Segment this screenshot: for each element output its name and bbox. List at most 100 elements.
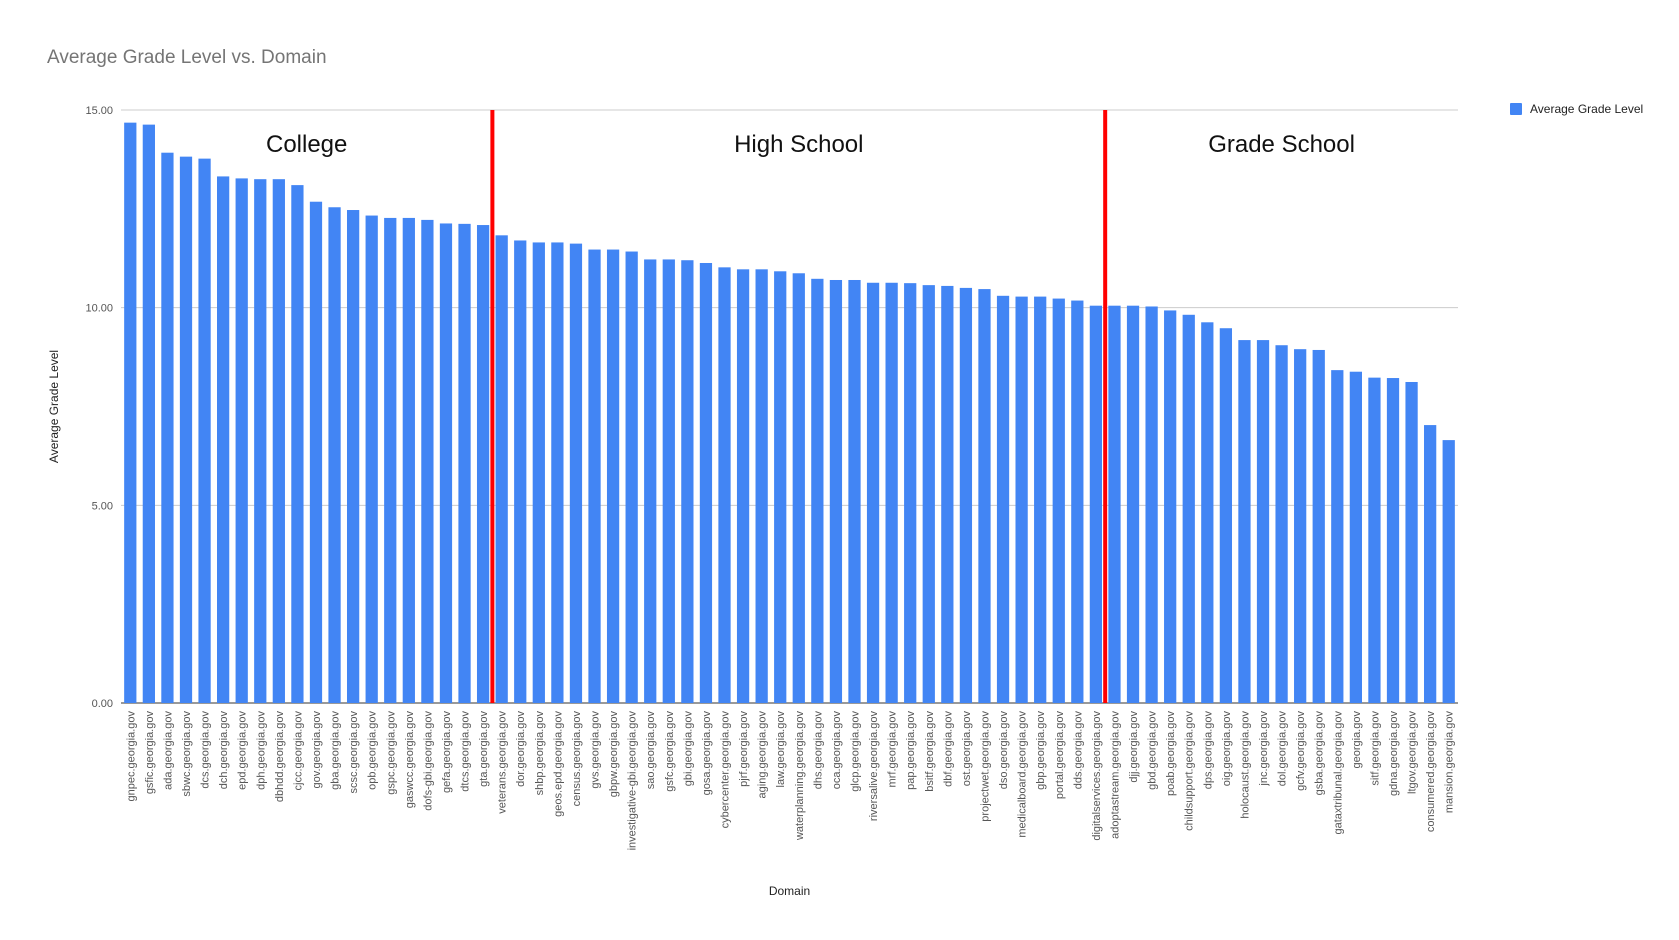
bar [1331,370,1344,703]
x-tick-label: digitalservices.georgia.gov [1091,711,1103,841]
x-tick-label: childsupport.georgia.gov [1184,711,1196,831]
y-axis-label: Average Grade Level [47,350,61,463]
bar [959,287,973,703]
bar [1052,298,1065,703]
x-tick-label: dofs-gbi.georgia.gov [422,711,434,811]
x-tick-label: gov.georgia.gov [311,711,323,789]
bar [978,289,991,703]
x-tick-label: dor.georgia.gov [515,711,527,787]
x-tick-label: projectwet.georgia.gov [979,711,991,822]
bar [1108,305,1121,703]
bar [681,260,694,703]
x-tick-label: ada.georgia.gov [162,711,174,790]
bar [736,269,750,703]
x-tick-label: dds.georgia.gov [1072,711,1084,790]
x-tick-label: geos.epd.georgia.gov [552,711,564,817]
bar [532,242,545,704]
gridlines [121,109,1458,704]
x-tick-label: mrf.georgia.gov [887,711,899,788]
bar [458,223,471,703]
x-tick-label: gefa.georgia.gov [441,711,453,793]
x-tick-label: dbhdd.georgia.gov [274,711,286,803]
bar [346,210,360,703]
x-tick-label: investigative-gbi.georgia.gov [627,711,639,851]
bar [1275,345,1288,703]
x-tick-label: dps.georgia.gov [1202,711,1214,790]
x-tick-label: dph.georgia.gov [255,711,267,790]
bar [644,259,657,703]
bar [774,271,787,703]
bar [235,178,248,703]
x-tick-label: gba.georgia.gov [330,711,342,790]
bar [1312,349,1325,703]
y-tick-label: 0.00 [92,698,113,710]
bar [904,283,917,703]
x-tick-label: gspc.georgia.gov [385,711,397,795]
bar [1164,310,1177,703]
bar [291,185,304,703]
bar [1089,305,1103,703]
bar [328,207,341,703]
bar [606,249,620,703]
x-tick-label: census.georgia.gov [571,711,583,807]
bar [365,215,378,703]
x-tick-label: glcp.georgia.gov [849,711,861,792]
x-axis-label: Domain [769,884,810,898]
x-tick-label: portal.georgia.gov [1054,711,1066,800]
bar [1424,425,1437,703]
x-tick-label: ost.georgia.gov [961,711,973,787]
x-tick-label: epd.georgia.gov [237,711,249,790]
section-dividers [490,110,1108,703]
x-tick-label: veterans.georgia.gov [497,711,509,814]
section-annotation: Grade School [1208,131,1355,158]
x-tick-label: dhs.georgia.gov [812,711,824,790]
bar [866,282,880,703]
legend-swatch-icon [1510,103,1522,115]
section-annotation: High School [734,131,863,158]
x-tick-label: gta.georgia.gov [478,711,490,787]
x-tick-label: bsitf.georgia.gov [924,711,936,792]
x-tick-label: gdna.georgia.gov [1388,711,1400,797]
x-tick-label: shbp.georgia.gov [534,711,546,796]
bar [625,251,638,703]
bar [402,217,415,703]
bar [309,201,323,703]
bar [384,217,397,703]
x-tick-label: pap.georgia.gov [905,711,917,790]
x-tick-label: gnpec.georgia.gov [125,711,137,802]
bar [514,240,527,703]
x-tick-label: georgia.gov [1351,711,1363,769]
x-tick-label: law.georgia.gov [775,711,787,788]
bar [1368,377,1381,703]
y-axis-ticks: 0.00 5.00 10.00 15.00 [85,105,113,710]
bar [1034,296,1047,703]
x-tick-label: gbd.georgia.gov [1147,711,1159,790]
x-tick-label: waterplanning.georgia.gov [794,711,806,842]
x-tick-label: medicalboard.georgia.gov [1017,711,1029,838]
legend-label: Average Grade Level [1530,102,1644,116]
x-tick-label: gsba.georgia.gov [1314,711,1326,796]
y-tick-label: 5.00 [92,500,113,512]
x-tick-label: poab.georgia.gov [1165,711,1177,797]
x-tick-label: pjrf.georgia.gov [738,711,750,787]
x-tick-label: dol.georgia.gov [1277,711,1289,787]
bar [272,179,285,703]
section-annotation: College [266,131,347,158]
bar [922,285,935,703]
x-tick-label: gosa.georgia.gov [701,711,713,796]
x-tick-label: gvs.georgia.gov [590,711,602,789]
bar [1182,314,1195,703]
x-tick-label: oig.georgia.gov [1221,711,1233,787]
bars [124,122,1455,704]
bar [885,282,898,703]
x-tick-label: dbf.georgia.gov [942,711,954,787]
x-tick-label: cjcc.georgia.gov [292,711,304,791]
x-tick-label: cybercenter.georgia.gov [720,711,732,829]
bar [1256,340,1270,703]
bar [848,279,861,703]
bar [198,158,211,704]
x-tick-label: aging.georgia.gov [757,711,769,799]
bar [699,262,713,703]
x-tick-label: dtcs.georgia.gov [460,711,472,792]
x-tick-label: sao.georgia.gov [645,711,657,790]
